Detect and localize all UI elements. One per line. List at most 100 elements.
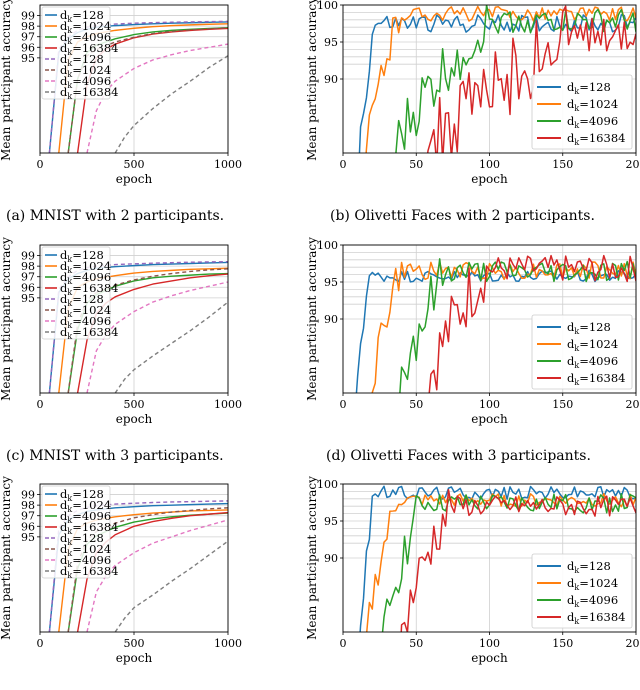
legend: dk=128dk=1024dk=4096dk=16384dk=128dk=102… [41, 485, 118, 580]
series-line-dk4096 [399, 258, 636, 393]
y-tick-label: 90 [324, 552, 338, 565]
legend-label: dk=128 [60, 487, 104, 503]
x-axis-label: epoch [116, 651, 153, 665]
x-axis-label: epoch [116, 172, 153, 186]
y-axis-label: Mean participant accuracy [0, 237, 13, 401]
y-tick-label: 95 [21, 531, 35, 544]
x-tick-label: 150 [552, 398, 573, 411]
y-tick-label: 99 [21, 489, 35, 502]
series-line-dashed-dk4096 [86, 43, 228, 153]
y-tick-label: 96 [21, 41, 35, 54]
y-axis-label: Mean participant accuracy [0, 0, 13, 161]
x-tick-label: 0 [340, 158, 347, 171]
y-axis-label: Mean participant accuracy [305, 476, 319, 640]
y-tick-label: 95 [324, 515, 338, 528]
y-tick-label: 96 [21, 520, 35, 533]
caption-c: (c) MNIST with 3 participants. [6, 448, 224, 464]
x-tick-label: 100 [479, 398, 500, 411]
legend-label: dk=128 [567, 559, 611, 575]
series-line-dk16384 [426, 5, 636, 153]
legend-label: dk=1024 [60, 19, 111, 35]
x-tick-label: 200 [626, 398, 640, 411]
y-tick-label: 97 [21, 31, 35, 44]
y-tick-label: 99 [21, 10, 35, 23]
legend-label: dk=16384 [60, 520, 118, 536]
x-tick-label: 100 [479, 637, 500, 650]
y-tick-label: 100 [317, 478, 338, 491]
legend-label: dk=128 [567, 320, 611, 336]
y-axis-label: Mean participant accuracy [305, 0, 319, 161]
series-line-dashed-dk4096 [86, 519, 228, 632]
legend-label: dk=128 [60, 248, 104, 264]
y-tick-label: 96 [21, 281, 35, 294]
x-tick-label: 200 [626, 158, 640, 171]
x-tick-label: 500 [124, 637, 145, 650]
y-tick-label: 97 [21, 510, 35, 523]
x-tick-label: 150 [552, 158, 573, 171]
x-axis-label: epoch [471, 651, 508, 665]
y-tick-label: 98 [21, 260, 35, 273]
series-line-dk16384 [428, 254, 636, 393]
legend-label: dk=1024 [567, 576, 618, 592]
legend-label: dk=16384 [60, 281, 118, 297]
x-tick-label: 500 [124, 398, 145, 411]
y-tick-label: 99 [21, 250, 35, 263]
legend-label: dk=128 [60, 52, 104, 68]
legend-label: dk=1024 [567, 97, 618, 113]
y-axis-label: Mean participant accuracy [0, 476, 13, 640]
x-axis-label: epoch [116, 412, 153, 426]
legend-label: dk=16384 [60, 85, 118, 101]
series-line-dashed-dk16384 [114, 540, 228, 632]
legend-label: dk=16384 [567, 371, 625, 387]
legend-label: dk=4096 [60, 314, 111, 330]
legend-label: dk=4096 [60, 74, 111, 90]
x-tick-label: 50 [409, 158, 423, 171]
legend-label: dk=4096 [60, 553, 111, 569]
series-line-dk1024 [366, 492, 636, 632]
legend-label: dk=128 [60, 292, 104, 308]
legend-label: dk=4096 [567, 114, 618, 130]
x-tick-label: 100 [479, 158, 500, 171]
chart-panel-d: 0501001502009095100epochMean participant… [305, 237, 640, 426]
series-line-dk4096 [392, 5, 636, 153]
y-tick-label: 95 [21, 52, 35, 65]
x-tick-label: 150 [552, 637, 573, 650]
y-tick-label: 97 [21, 271, 35, 284]
legend-label: dk=4096 [60, 270, 111, 286]
legend-label: dk=4096 [567, 354, 618, 370]
legend-label: dk=16384 [567, 131, 625, 147]
legend-label: dk=128 [60, 531, 104, 547]
legend-label: dk=1024 [60, 498, 111, 514]
legend-label: dk=16384 [60, 564, 118, 580]
legend-label: dk=4096 [60, 509, 111, 525]
chart-panel-b: 0501001502009095100epochMean participant… [305, 0, 640, 186]
legend-label: dk=1024 [60, 542, 111, 558]
series-line-dashed-dk16384 [114, 301, 228, 393]
caption-d: (d) Olivetti Faces with 3 participants. [326, 448, 591, 464]
legend-label: dk=4096 [567, 593, 618, 609]
x-tick-label: 0 [37, 637, 44, 650]
x-tick-label: 50 [409, 637, 423, 650]
series-line-dk1024 [365, 5, 636, 153]
x-tick-label: 50 [409, 398, 423, 411]
series-line-dk128 [359, 485, 636, 632]
y-tick-label: 95 [324, 276, 338, 289]
series-line-dk16384 [400, 488, 636, 632]
y-tick-label: 100 [317, 239, 338, 252]
x-tick-label: 0 [340, 398, 347, 411]
legend-label: dk=1024 [60, 303, 111, 319]
legend-label: dk=1024 [60, 63, 111, 79]
x-tick-label: 0 [340, 637, 347, 650]
x-axis-label: epoch [471, 412, 508, 426]
series-line-dashed-dk16384 [114, 55, 228, 153]
x-tick-label: 1000 [214, 637, 242, 650]
legend-label: dk=128 [567, 80, 611, 96]
y-tick-label: 98 [21, 499, 35, 512]
y-tick-label: 95 [21, 292, 35, 305]
